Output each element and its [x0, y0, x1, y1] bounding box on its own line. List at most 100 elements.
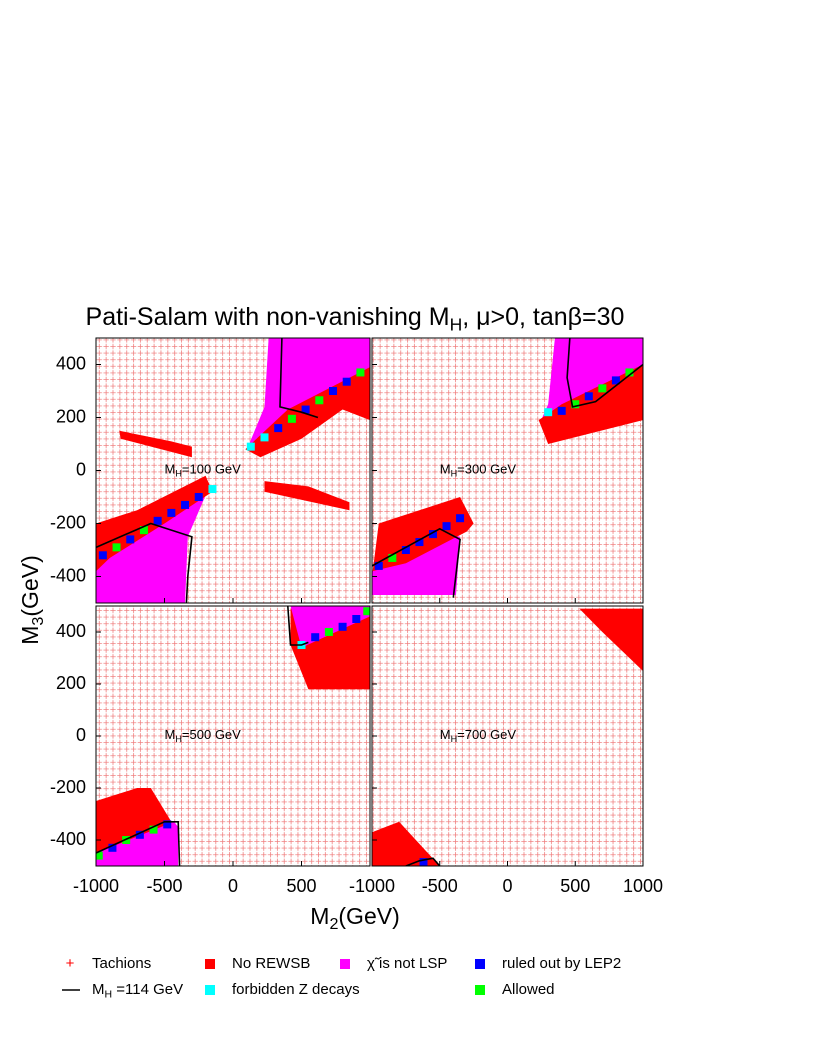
point — [181, 500, 190, 509]
legend-label: forbidden Z decays — [232, 981, 360, 998]
contour — [279, 338, 319, 419]
x-axis-label-part: M — [310, 903, 329, 929]
point — [401, 546, 410, 554]
point — [208, 485, 217, 494]
point — [571, 400, 580, 409]
panel — [372, 338, 643, 603]
point — [442, 522, 451, 531]
y-tick-label: 200 — [56, 406, 86, 426]
chart-title-part: , μ>0, tanβ=30 — [462, 303, 624, 331]
point — [342, 377, 351, 386]
y-tick-label: -400 — [50, 829, 86, 849]
panel-annotation-part: =100 GeV — [182, 462, 241, 477]
legend-label-part: forbidden Z decays — [232, 981, 360, 998]
region — [372, 531, 461, 596]
legend-label-part: Allowed — [502, 981, 555, 998]
x-tick-label: -1000 — [349, 876, 395, 896]
point — [135, 830, 144, 839]
point — [428, 530, 437, 539]
panel-annotation-sub: H — [175, 469, 182, 479]
point — [274, 424, 283, 433]
legend-label: χ̃ is not LSP — [367, 955, 447, 972]
legend-label-part: M — [92, 981, 105, 998]
x-tick-label: 500 — [286, 876, 316, 896]
legend-swatch — [340, 959, 350, 969]
point — [611, 376, 620, 385]
legend-label-part: Tachions — [92, 955, 151, 972]
region — [540, 338, 643, 423]
point — [311, 633, 320, 642]
panel-annotation-sub: H — [175, 734, 182, 744]
point — [338, 622, 347, 631]
region — [96, 489, 209, 603]
panel-annotation-sub: H — [451, 734, 458, 744]
contour — [566, 338, 643, 408]
x-tick-label: -500 — [422, 876, 458, 896]
y-axis-label-part: M — [17, 626, 43, 645]
legend-label-part: =114 GeV — [112, 981, 183, 998]
panel — [372, 606, 643, 866]
y-tick-label: -200 — [50, 777, 86, 797]
panel-annotation: MH=700 GeV — [440, 727, 517, 744]
panel-annotation-part: =700 GeV — [457, 727, 516, 742]
point — [598, 384, 607, 393]
legend-plus: + — [66, 955, 75, 972]
panel — [96, 606, 370, 866]
legend-swatch — [205, 985, 215, 995]
legend-label: Tachions — [92, 955, 151, 972]
tachyon-grid — [372, 606, 643, 866]
panel-annotation: MH=500 GeV — [165, 727, 242, 744]
legend-label-part: No REWSB — [232, 955, 310, 972]
point — [96, 851, 103, 860]
point — [246, 442, 255, 451]
point — [557, 406, 566, 415]
contour — [372, 527, 461, 598]
contour — [96, 522, 193, 603]
panel — [96, 338, 370, 603]
point — [315, 396, 324, 405]
region — [290, 606, 370, 648]
chart-title: Pati-Salam with non-vanishing MH, μ>0, t… — [86, 303, 625, 335]
y-tick-label: 400 — [56, 621, 86, 641]
contour — [405, 857, 441, 866]
point — [544, 408, 553, 417]
region — [119, 430, 192, 458]
panel-annotation-part: M — [165, 462, 176, 477]
point — [301, 405, 310, 414]
point — [415, 538, 424, 547]
y-axis-label-part: (GeV) — [17, 555, 43, 616]
legend-label: MH =114 GeV — [92, 981, 183, 1000]
x-axis-label: M2(GeV) — [310, 903, 399, 933]
panel-annotation-part: M — [440, 462, 451, 477]
legend-swatch — [205, 959, 215, 969]
panel-annotation-part: M — [440, 727, 451, 742]
point — [329, 387, 338, 395]
point — [356, 368, 365, 377]
point — [625, 368, 634, 377]
x-tick-label: 0 — [228, 876, 238, 896]
legend-label-part: ruled out by LEP2 — [502, 955, 621, 972]
panel-annotation-sub: H — [451, 469, 458, 479]
point — [153, 516, 162, 525]
panel-annotation-part: M — [165, 727, 176, 742]
x-tick-label: 1000 — [623, 876, 663, 896]
panel-annotation-part: =300 GeV — [457, 462, 516, 477]
y-tick-label: 200 — [56, 673, 86, 693]
x-tick-label: -500 — [146, 876, 182, 896]
legend-swatch — [475, 985, 485, 995]
point — [194, 493, 203, 501]
point — [419, 858, 428, 866]
y-tick-label: 0 — [76, 459, 86, 479]
region — [372, 497, 474, 577]
panel-annotation: MH=100 GeV — [165, 462, 242, 479]
y-tick-label: 400 — [56, 353, 86, 373]
point — [149, 825, 158, 834]
chart-title-sub: H — [450, 314, 463, 334]
region — [372, 821, 440, 866]
x-tick-label: 0 — [502, 876, 512, 896]
point — [456, 514, 465, 523]
legend-label-part: χ̃ is not LSP — [367, 955, 447, 972]
legend-label: Allowed — [502, 981, 555, 998]
point — [374, 561, 383, 570]
